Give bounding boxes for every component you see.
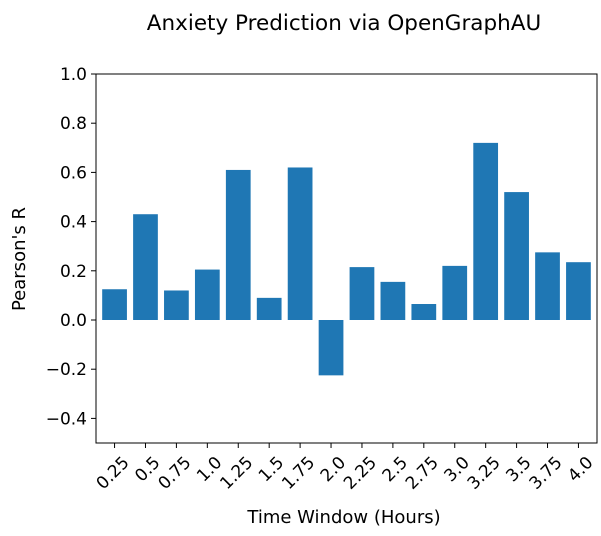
y-tick-label: 0.4 — [60, 213, 87, 233]
bar-0.5 — [133, 214, 158, 320]
plot-frame — [95, 73, 598, 444]
x-tick-label: 2.25 — [340, 453, 381, 494]
bar-3.5 — [504, 192, 529, 320]
y-tick-label: −0.2 — [46, 360, 87, 380]
x-tick-label: 0.25 — [93, 453, 134, 494]
x-axis-ticks: 0.250.50.751.01.251.51.752.02.252.52.753… — [93, 443, 597, 494]
x-tick-label: 1.75 — [278, 453, 319, 494]
y-tick-label: 1.0 — [60, 65, 87, 85]
x-tick-label: 2.75 — [402, 453, 443, 494]
bar-0.75 — [164, 290, 189, 320]
bar-1.25 — [225, 169, 251, 320]
bar-0.25 — [102, 289, 127, 320]
y-axis-ticks: −0.4 −0.2 0.0 0.2 0.4 0.6 0.8 1.0 — [46, 65, 96, 429]
y-tick-label: 0.6 — [60, 163, 87, 183]
bar-3.0 — [442, 265, 468, 320]
bar-3.75 — [535, 252, 560, 320]
y-tick-label: −0.4 — [46, 409, 87, 429]
bar-1.75 — [287, 167, 313, 320]
chart-title: Anxiety Prediction via OpenGraphAU — [147, 11, 541, 36]
y-tick-label: 0.2 — [60, 262, 87, 282]
x-tick-label: 3.75 — [526, 453, 567, 494]
bar-4.0 — [566, 262, 591, 320]
bar-1.5 — [256, 297, 282, 320]
bar-2.0 — [318, 320, 344, 376]
bar-1.0 — [194, 269, 220, 320]
x-tick-label: 0.75 — [155, 453, 196, 494]
x-tick-label: 4.0 — [564, 453, 597, 486]
bar-3.25 — [473, 142, 499, 320]
x-tick-label: 3.25 — [464, 453, 505, 494]
x-tick-label: 1.25 — [216, 453, 257, 494]
bar-2.5 — [380, 281, 406, 320]
x-axis-title: Time Window (Hours) — [246, 507, 440, 528]
bar-2.75 — [411, 304, 437, 320]
bars — [102, 142, 591, 376]
bar-2.25 — [349, 267, 375, 320]
y-tick-label: 0.0 — [60, 311, 87, 331]
y-tick-label: 0.8 — [60, 114, 87, 134]
y-axis-title: Pearson's R — [9, 207, 30, 311]
